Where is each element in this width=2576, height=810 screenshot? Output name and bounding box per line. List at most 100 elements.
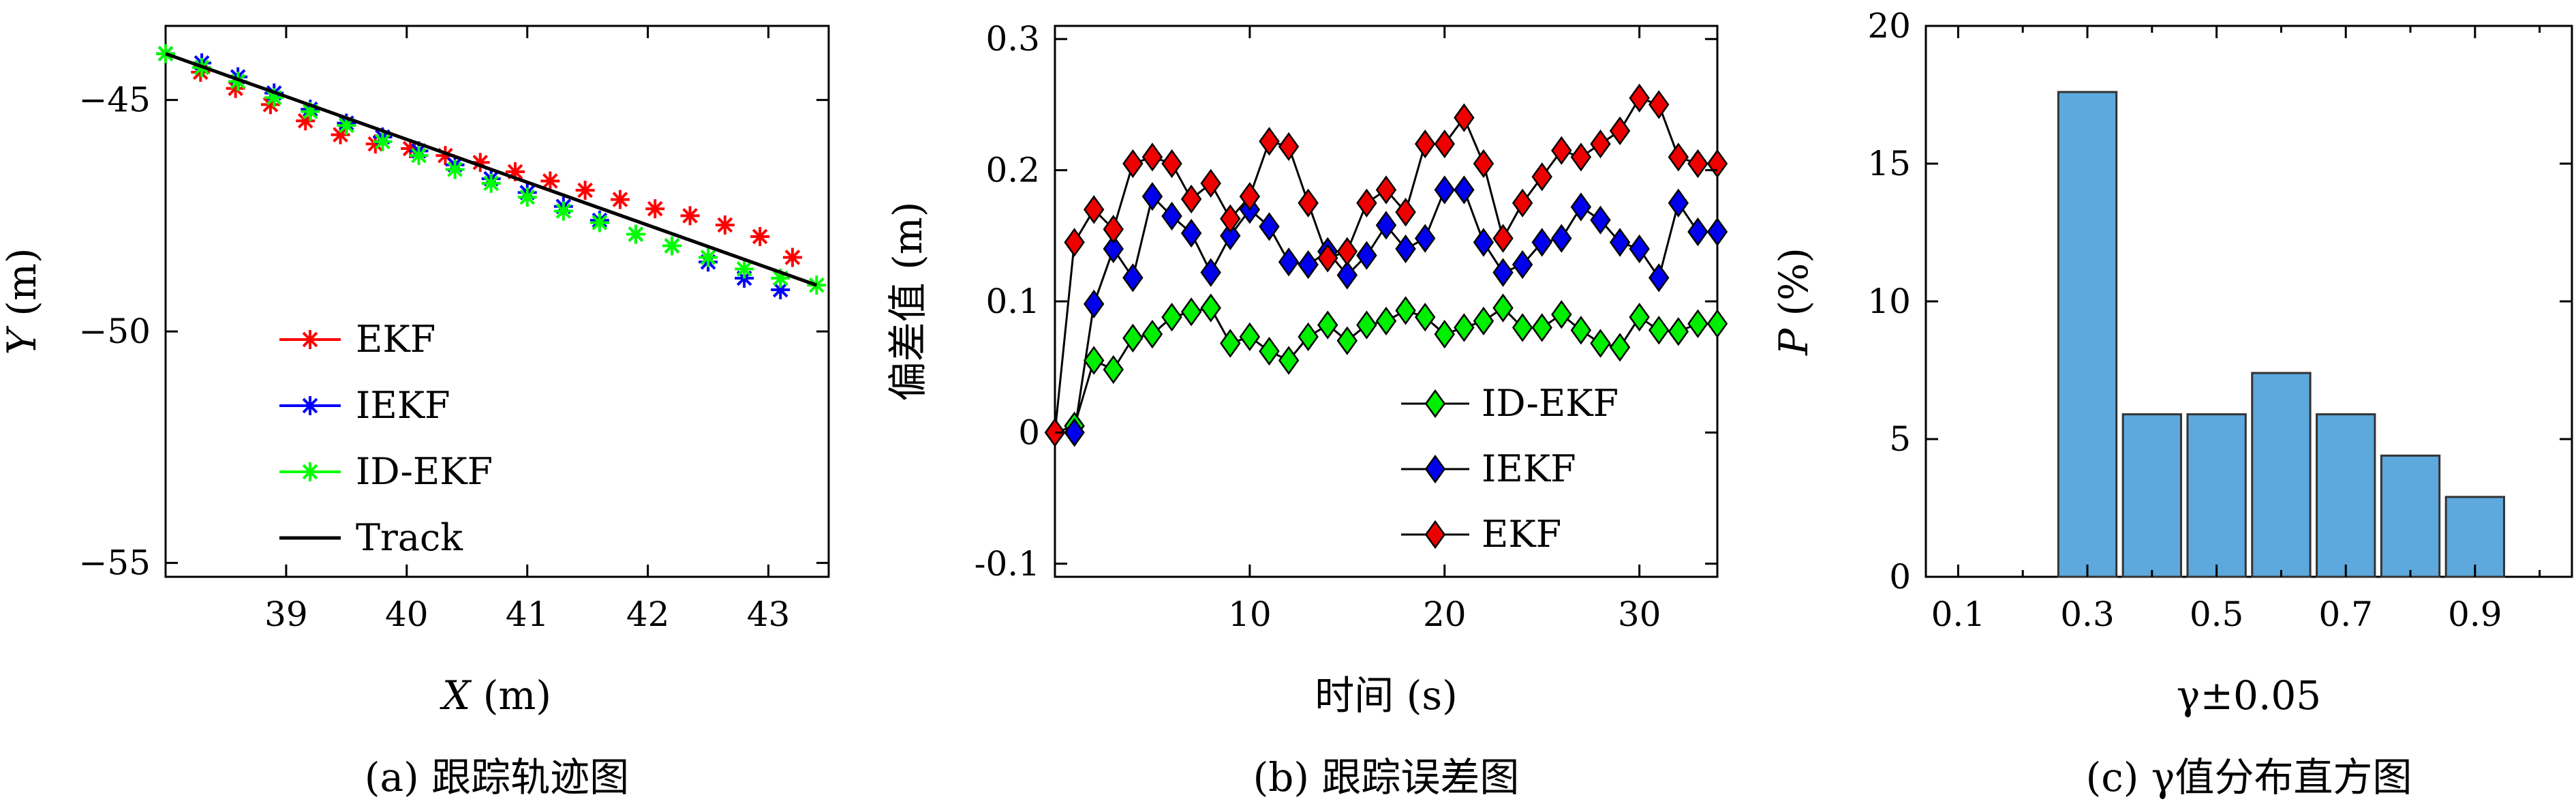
- panel-b-id-ekf-point: [1141, 319, 1163, 349]
- panel-a-x-tick-label: 42: [626, 595, 670, 634]
- panel-b-y-axis-label: 偏差值 (m): [885, 202, 931, 402]
- panel-a-id-ekf-point: [589, 213, 609, 232]
- panel-a-ekf-point: [715, 215, 735, 235]
- panel-b-iekf-point: [1551, 224, 1572, 253]
- panel-b-id-ekf-point: [1454, 313, 1475, 342]
- panel-b-id-ekf-point: [1278, 346, 1300, 375]
- panel-c-x-tick-label: 0.7: [2318, 595, 2373, 634]
- panel-b-ekf-point: [1512, 188, 1533, 217]
- panel-c-y-axis-label: P (%): [1770, 247, 1817, 356]
- panel-b-ekf-point: [1454, 103, 1475, 132]
- panel-a-y-tick-label: −45: [78, 80, 151, 120]
- panel-b-caption: (b) 跟踪误差图: [1253, 754, 1520, 800]
- panel-b-iekf-point: [1083, 289, 1105, 318]
- panel-b-iekf-point: [1141, 181, 1163, 211]
- panel-a-ekf-point: [750, 226, 770, 246]
- panel-b-iekf-point: [1454, 175, 1475, 205]
- panel-a-ekf-point: [645, 199, 665, 219]
- panel-b-id-ekf-point: [1336, 326, 1358, 355]
- panel-c-plot-frame: [1925, 25, 2573, 578]
- panel-b-iekf-point: [1259, 212, 1280, 241]
- panel-b-y-tick-label: 0.3: [985, 19, 1040, 59]
- panel-b-ekf-point: [1473, 149, 1494, 179]
- panel-b-x-tick-label: 30: [1618, 595, 1661, 634]
- panel-b-ekf-point: [1551, 136, 1572, 165]
- panel-a-track-line: [165, 52, 818, 287]
- legend-a-track-label: Track: [356, 516, 463, 559]
- panel-a-x-tick-label: 43: [747, 595, 791, 634]
- panel-c-y-tick-label: 10: [1867, 282, 1911, 321]
- panel-c-x-axis-label: γ±0.05: [2177, 672, 2321, 719]
- panel-b-ekf-point: [1375, 175, 1397, 205]
- panel-c-bar: [2057, 91, 2118, 578]
- panel-c-bar: [2186, 413, 2247, 578]
- panel-b-id-ekf-point: [1706, 309, 1728, 338]
- panel-b-y-tick-label: 0: [1018, 412, 1040, 452]
- panel-a-ekf-point: [610, 190, 630, 209]
- panel-c-histogram: 0.1 0.3 0.5 0.7 0.9 0 5 10 15 20 γ±0.05 P (%) (c…: [1770, 6, 2573, 800]
- panel-a-series-group: [156, 44, 827, 300]
- panel-c-y-ticks: 0 5 10 15 20: [1867, 6, 2572, 597]
- panel-b-iekf-point: [1590, 205, 1611, 235]
- panel-b-iekf-point: [1200, 258, 1221, 287]
- panel-b-id-ekf-point: [1083, 346, 1105, 375]
- panel-b-ekf-point: [1414, 130, 1436, 159]
- legend-a-id-ekf-label: ID-EKF: [356, 450, 493, 493]
- panel-b-id-ekf-point: [1649, 316, 1670, 345]
- panel-b-ekf-point: [1609, 116, 1631, 146]
- panel-b-id-ekf-point: [1551, 300, 1572, 329]
- panel-b-series-group: [1044, 83, 1728, 447]
- panel-b-id-ekf-point: [1180, 297, 1202, 327]
- panel-c-x-tick-label: 0.1: [1931, 595, 1986, 634]
- legend-a-iekf-label: IEKF: [356, 384, 450, 427]
- panel-b-ekf-point: [1122, 149, 1144, 179]
- legend-a-ekf-marker: [301, 330, 320, 349]
- panel-b-id-ekf-point: [1531, 313, 1552, 342]
- panel-b-iekf-point: [1434, 175, 1455, 205]
- panel-b-ekf-point: [1336, 237, 1358, 267]
- panel-b-ekf-point: [1649, 90, 1670, 119]
- panel-b-ekf-point: [1141, 142, 1163, 172]
- panel-b-legend: ID-EKF IEKF EKF: [1401, 382, 1619, 556]
- panel-a-x-tick-label: 41: [506, 595, 549, 634]
- panel-b-id-ekf-point: [1317, 310, 1338, 340]
- panel-b-ekf-point: [1356, 188, 1377, 217]
- panel-b-id-ekf-point: [1687, 309, 1708, 338]
- panel-b-iekf-point: [1375, 211, 1397, 240]
- panel-a-iekf-point: [771, 280, 791, 300]
- panel-a-id-ekf-point: [699, 247, 718, 267]
- panel-b-iekf-point: [1356, 241, 1377, 270]
- legend-b-iekf-marker: [1424, 454, 1446, 484]
- panel-a-id-ekf-point: [481, 173, 501, 193]
- panel-c-x-tick-label: 0.9: [2448, 595, 2502, 634]
- panel-b-x-tick-label: 10: [1228, 595, 1272, 634]
- panel-b-id-ekf-point: [1668, 317, 1689, 346]
- panel-b-ekf-point: [1298, 188, 1319, 217]
- panel-b-plot-frame: [1054, 25, 1719, 578]
- panel-b-y-tick-label: 0.1: [985, 282, 1040, 321]
- panel-b-id-ekf-point: [1590, 329, 1611, 358]
- panel-a-legend: EKF IEKF ID-EKF Track: [279, 318, 493, 559]
- panel-b-iekf-point: [1220, 221, 1241, 250]
- legend-b-ekf-marker: [1424, 520, 1446, 550]
- panel-b-iekf-point: [1395, 234, 1416, 264]
- legend-b-id-ekf-label: ID-EKF: [1482, 382, 1619, 425]
- panel-b-ekf-point: [1629, 83, 1650, 112]
- panel-b-iekf-point: [1161, 201, 1182, 231]
- panel-c-y-tick-label: 20: [1867, 6, 1911, 46]
- panel-b-id-ekf-point: [1239, 322, 1261, 352]
- panel-b-id-ekf-point: [1473, 306, 1494, 335]
- panel-c-y-tick-label: 5: [1889, 419, 1911, 459]
- panel-a-y-tick-label: −55: [78, 543, 151, 583]
- panel-b-id-ekf-point: [1200, 293, 1221, 322]
- panel-b-ekf-point: [1317, 243, 1338, 273]
- panel-b-iekf-point: [1649, 263, 1670, 292]
- panel-b-x-ticks: 10 20 30: [1228, 26, 1661, 634]
- panel-a-y-ticks: −45 −50 −55: [78, 80, 829, 583]
- panel-a-x-ticks: 39 40 41 42 43: [264, 26, 790, 634]
- legend-a-id-ekf-marker: [301, 462, 320, 481]
- panel-a-trajectory: 39 40 41 42 43 −45 −50 −55 X (m) Y (m) EKF IEKF…: [0, 25, 830, 800]
- panel-b-ekf-point: [1161, 149, 1182, 179]
- panel-a-x-tick-label: 39: [264, 595, 308, 634]
- panel-a-id-ekf-point: [409, 146, 429, 166]
